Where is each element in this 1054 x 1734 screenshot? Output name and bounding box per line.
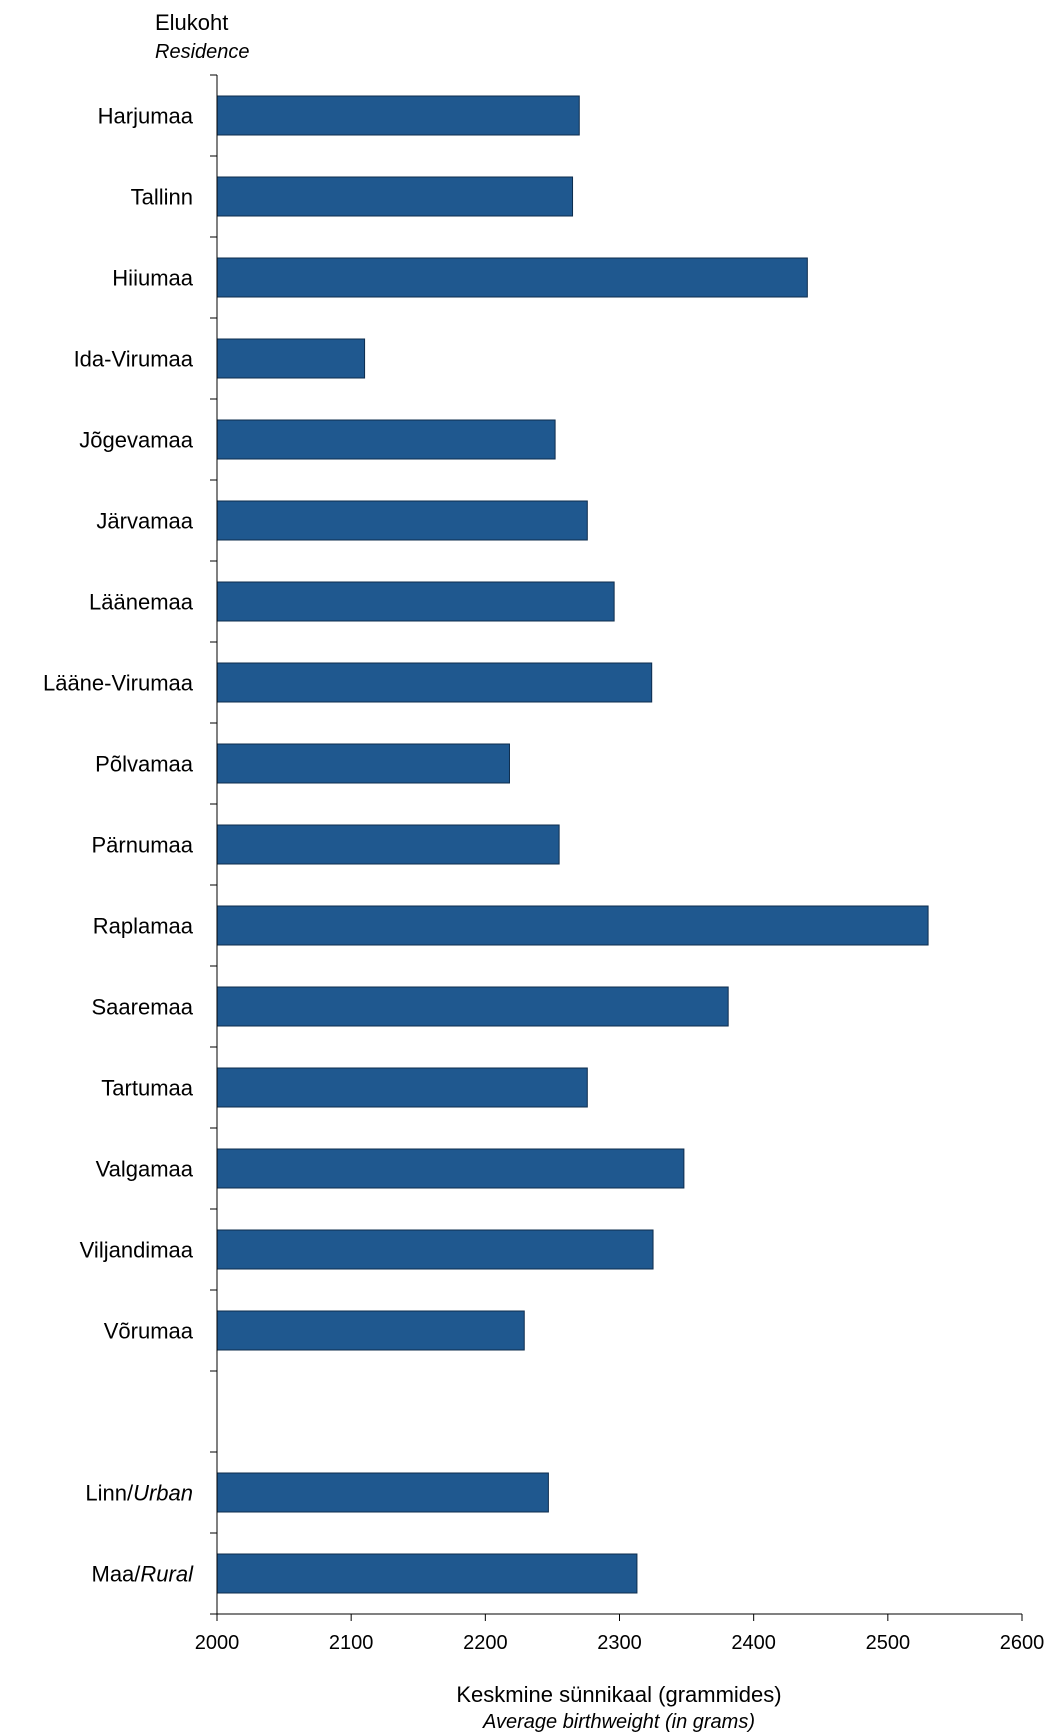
axes-group: Harjumaa Tallinn Hiiumaa Ida-Virumaa Jõgevam…: [43, 74, 1045, 1654]
category-label: Jõgevamaa: [79, 428, 194, 453]
bar: [216, 1067, 588, 1108]
x-tick-label: 2000: [195, 1632, 240, 1654]
bar: [216, 824, 560, 865]
x-axis-title: Keskmine sünnikaal (grammides): [456, 1682, 781, 1707]
category-label: Maa/Rural: [92, 1562, 195, 1587]
category-label: Järvamaa: [96, 509, 193, 534]
category-label: Saaremaa: [91, 995, 193, 1020]
category-label: Ida-Virumaa: [74, 347, 194, 372]
category-label: Põlvamaa: [95, 752, 194, 777]
category-label: Viljandimaa: [80, 1238, 194, 1263]
x-tick-label: 2400: [731, 1632, 776, 1654]
bar: [216, 95, 580, 136]
bar: [216, 500, 588, 541]
bar: [216, 1310, 525, 1351]
category-label: Lääne-Virumaa: [43, 671, 194, 696]
x-tick-label: 2300: [597, 1632, 642, 1654]
category-label: Tartumaa: [101, 1076, 193, 1101]
bar: [216, 1148, 685, 1189]
bar: [216, 419, 556, 460]
category-label: Võrumaa: [104, 1319, 194, 1344]
bar: [216, 905, 929, 946]
x-axis-title-en: Average birthweight (in grams): [482, 1711, 755, 1733]
bars-group: [216, 95, 929, 1594]
category-label: Läänemaa: [89, 590, 194, 615]
category-label: Raplamaa: [93, 914, 194, 939]
bar: [216, 1472, 549, 1513]
x-tick-label: 2500: [866, 1632, 911, 1654]
category-label: Tallinn: [131, 185, 193, 210]
category-label: Hiiumaa: [112, 266, 193, 291]
category-label: Harjumaa: [98, 104, 194, 129]
category-label: Pärnumaa: [91, 833, 193, 858]
y-axis-title-en: Residence: [155, 41, 250, 63]
category-label: Valgamaa: [96, 1157, 194, 1182]
bar: [216, 986, 729, 1027]
bar: [216, 257, 808, 298]
bar: [216, 1229, 654, 1270]
bar: [216, 581, 615, 622]
x-tick-label: 2200: [463, 1632, 508, 1654]
bar: [216, 743, 510, 784]
bar: [216, 338, 366, 379]
bar: [216, 176, 574, 217]
bar: [216, 1553, 638, 1594]
bar: [216, 662, 653, 703]
category-label: Linn/Urban: [85, 1481, 193, 1506]
x-tick-label: 2100: [329, 1632, 374, 1654]
x-tick-label: 2600: [1000, 1632, 1045, 1654]
y-axis-title: Elukoht: [155, 10, 228, 35]
